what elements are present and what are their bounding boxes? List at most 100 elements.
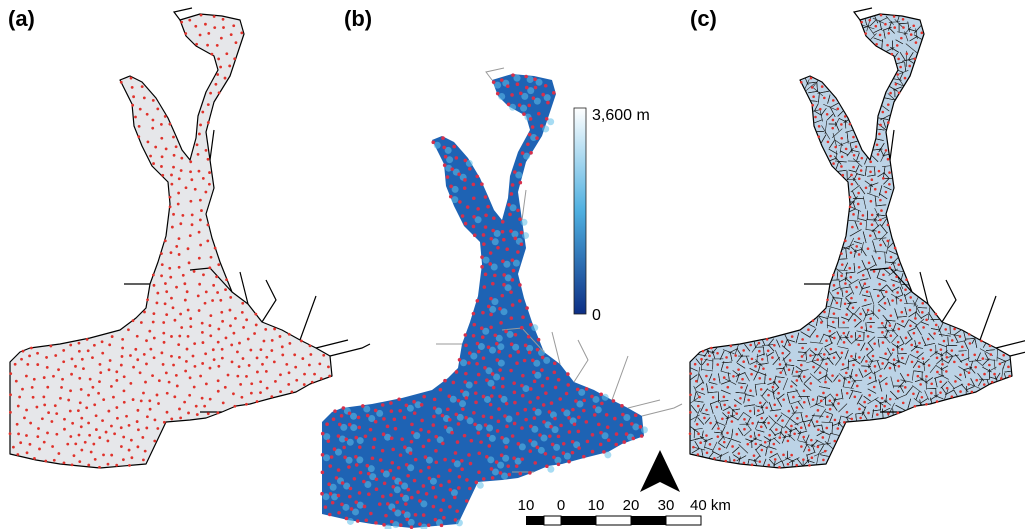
voronoi-edge bbox=[839, 118, 848, 123]
sample-point bbox=[864, 298, 867, 302]
sample-point bbox=[525, 306, 529, 310]
distance-halo bbox=[534, 371, 542, 379]
sample-point bbox=[913, 57, 916, 61]
sample-point bbox=[253, 332, 256, 335]
sample-point bbox=[32, 377, 36, 381]
voronoi-edge bbox=[890, 293, 900, 300]
voronoi-edge bbox=[861, 294, 871, 298]
sample-point bbox=[467, 167, 472, 171]
sample-point bbox=[518, 471, 523, 476]
sample-point bbox=[825, 362, 828, 366]
sample-point bbox=[412, 478, 417, 483]
sample-point bbox=[264, 369, 268, 373]
voronoi-edge bbox=[852, 158, 863, 167]
sample-point bbox=[904, 336, 908, 340]
sample-point bbox=[92, 442, 96, 446]
voronoi-edge bbox=[888, 21, 893, 31]
sample-point bbox=[217, 327, 221, 331]
sample-point bbox=[867, 261, 871, 265]
sample-point bbox=[768, 433, 771, 437]
voronoi-edge bbox=[700, 403, 705, 413]
sample-point bbox=[363, 434, 368, 439]
voronoi-edge bbox=[941, 352, 943, 363]
sample-point bbox=[873, 365, 877, 368]
sample-point bbox=[193, 342, 197, 346]
sample-point bbox=[842, 331, 846, 335]
sample-point bbox=[699, 441, 702, 444]
sample-point bbox=[541, 92, 545, 97]
voronoi-edge bbox=[879, 20, 882, 31]
sample-point bbox=[72, 454, 76, 458]
sample-point bbox=[731, 445, 734, 448]
sample-point bbox=[512, 421, 517, 426]
sample-point bbox=[162, 340, 166, 344]
distance-halo bbox=[533, 97, 541, 105]
sample-point bbox=[326, 439, 331, 443]
voronoi-edge bbox=[805, 443, 816, 447]
sample-point bbox=[556, 378, 561, 382]
sample-point bbox=[463, 178, 467, 182]
sample-point bbox=[826, 298, 829, 302]
voronoi-edge bbox=[880, 114, 891, 121]
voronoi-edge bbox=[816, 81, 818, 93]
sample-point bbox=[170, 354, 173, 358]
sample-point bbox=[877, 230, 881, 234]
sample-point bbox=[510, 93, 514, 97]
sample-point bbox=[447, 479, 451, 484]
sample-point bbox=[544, 116, 549, 121]
sample-point bbox=[153, 439, 157, 443]
distance-halo bbox=[351, 508, 359, 516]
sample-point bbox=[431, 504, 436, 509]
sample-point bbox=[184, 186, 188, 190]
sample-point bbox=[208, 266, 212, 270]
sample-point bbox=[547, 410, 552, 414]
sample-point bbox=[513, 400, 517, 405]
sample-point bbox=[19, 441, 23, 445]
voronoi-edge bbox=[937, 325, 943, 338]
sample-point bbox=[181, 213, 185, 217]
distance-halo bbox=[429, 477, 437, 485]
sample-point bbox=[819, 399, 823, 403]
sample-point bbox=[566, 372, 570, 376]
sample-point bbox=[599, 430, 603, 435]
voronoi-edge bbox=[791, 412, 803, 414]
distance-halo bbox=[466, 417, 474, 425]
sample-point bbox=[970, 390, 974, 394]
voronoi-edge bbox=[914, 340, 917, 348]
sample-point bbox=[726, 431, 729, 435]
voronoi-edge bbox=[789, 400, 801, 405]
sample-point bbox=[485, 455, 489, 459]
voronoi-edge bbox=[744, 372, 750, 382]
sample-point bbox=[47, 411, 50, 415]
sample-point bbox=[201, 110, 205, 114]
sample-point bbox=[482, 242, 486, 246]
sample-point bbox=[811, 398, 815, 401]
sample-point bbox=[857, 253, 861, 256]
sample-point bbox=[57, 452, 61, 455]
sample-point bbox=[881, 110, 885, 114]
sample-point bbox=[295, 378, 299, 382]
distance-halo bbox=[578, 388, 586, 396]
sample-point bbox=[750, 372, 753, 376]
sample-point bbox=[93, 457, 97, 461]
sample-point bbox=[822, 353, 826, 356]
sample-point bbox=[451, 459, 456, 463]
distance-halo bbox=[547, 118, 555, 126]
distance-halo bbox=[363, 405, 371, 413]
voronoi-edge bbox=[974, 359, 984, 367]
sample-point bbox=[374, 521, 378, 525]
voronoi-edge bbox=[964, 341, 969, 350]
voronoi-edge bbox=[880, 151, 886, 162]
voronoi-edge bbox=[871, 409, 875, 419]
sample-point bbox=[177, 237, 181, 241]
sample-point bbox=[695, 422, 699, 426]
sample-point bbox=[308, 344, 312, 348]
voronoi-edge bbox=[877, 360, 881, 369]
sample-point bbox=[878, 132, 881, 136]
sample-point bbox=[320, 470, 325, 475]
voronoi-edge bbox=[706, 383, 709, 394]
sample-point bbox=[879, 13, 883, 17]
sample-point bbox=[464, 499, 469, 503]
sample-point bbox=[843, 421, 846, 424]
voronoi-edge bbox=[872, 14, 879, 24]
